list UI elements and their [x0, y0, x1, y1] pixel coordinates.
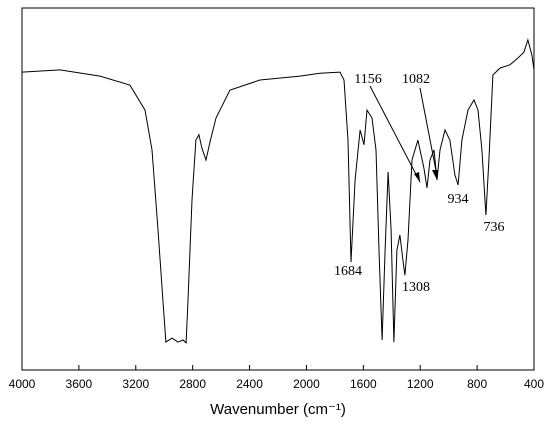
x-tick-label: 4000 — [9, 377, 36, 391]
plot-frame — [21, 7, 535, 371]
x-tick-label: 400 — [524, 377, 544, 391]
annotation: 1684 — [334, 264, 362, 279]
x-tick-label: 2000 — [293, 377, 320, 391]
x-tick-label: 2800 — [179, 377, 206, 391]
x-tick-label: 1600 — [350, 377, 377, 391]
x-tick-label: 1200 — [407, 377, 434, 391]
annotation: 1308 — [402, 280, 430, 295]
x-axis-label: Wavenumber (cm⁻¹) — [210, 401, 346, 418]
annotation: 1082 — [402, 72, 430, 87]
spectrum-line — [21, 38, 535, 345]
annotation: 934 — [448, 192, 469, 207]
x-tick-label: 3600 — [66, 377, 93, 391]
arrow — [369, 85, 421, 183]
x-tick-label: 800 — [467, 377, 487, 391]
annotation: 1156 — [354, 72, 381, 87]
annotation: 736 — [484, 220, 505, 235]
arrow — [419, 87, 438, 177]
x-tick-label: 2400 — [236, 377, 263, 391]
x-tick-label: 3200 — [122, 377, 149, 391]
arrow-head — [414, 172, 420, 182]
